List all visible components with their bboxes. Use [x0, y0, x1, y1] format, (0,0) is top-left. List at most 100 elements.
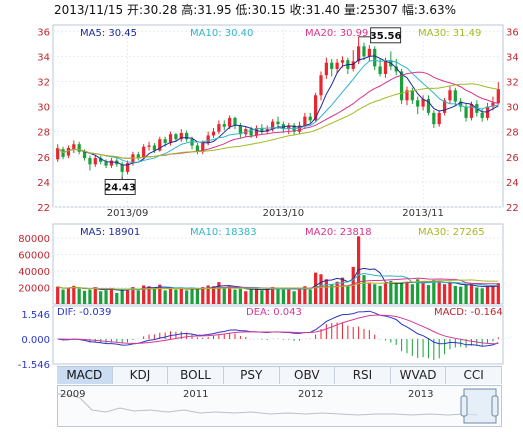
- candle-body: [351, 61, 355, 69]
- volume-bar: [378, 285, 382, 304]
- volume-bar: [314, 272, 318, 304]
- volume-bar: [324, 279, 328, 304]
- volume-bar: [254, 287, 259, 304]
- tab-cci[interactable]: CCI: [446, 367, 502, 384]
- tab-obv[interactable]: OBV: [280, 367, 336, 384]
- candle-body: [324, 62, 328, 76]
- scroller-window[interactable]: [463, 388, 497, 424]
- volume-bar: [249, 289, 253, 304]
- volume-bar: [82, 290, 87, 304]
- volume-bar: [464, 285, 468, 304]
- candle-body: [185, 132, 189, 140]
- candle-body: [362, 46, 366, 57]
- candle-body: [453, 90, 457, 102]
- volume-bar: [437, 282, 441, 304]
- volume-bar: [469, 284, 474, 304]
- candle-body: [437, 112, 441, 125]
- tab-macd[interactable]: MACD: [57, 367, 113, 384]
- overview-line: [58, 393, 479, 416]
- volume-bar: [125, 289, 130, 304]
- candle-body: [77, 144, 81, 152]
- macd-tick: 0.000: [21, 335, 50, 346]
- tab-wvad[interactable]: WVAD: [391, 367, 447, 384]
- volume-bar: [394, 282, 398, 304]
- candle-body: [287, 125, 291, 130]
- scroller-year-2011: 2011: [183, 389, 208, 400]
- scroller-handle-left[interactable]: [460, 395, 468, 417]
- date-axis: 2013/09 2013/10 2013/11: [107, 208, 444, 219]
- price-tick-left: 28: [37, 128, 50, 139]
- ma30-label: MA30: 31.49: [418, 28, 481, 39]
- tab-psy[interactable]: PSY: [224, 367, 280, 384]
- header-quote: 2013/11/15 开:30.28 高:31.95 低:30.15 收:31.…: [54, 2, 456, 17]
- candle-body: [426, 99, 431, 113]
- volume-bar: [99, 291, 103, 304]
- volume-bar: [276, 288, 280, 304]
- volume-bar: [158, 284, 162, 304]
- candle-body: [410, 90, 414, 101]
- price-tick-right: 26: [506, 153, 519, 164]
- candle-body: [125, 163, 130, 172]
- candle-body: [131, 154, 135, 164]
- candle-body: [448, 90, 452, 101]
- candle-body: [356, 46, 361, 62]
- candle-body: [233, 117, 237, 126]
- volume-bar: [120, 288, 124, 304]
- volume-bar: [201, 287, 205, 304]
- volume-bar: [265, 288, 269, 304]
- volume-bar: [340, 277, 345, 304]
- price-tick-left: 34: [37, 52, 50, 63]
- candle-body: [179, 132, 183, 140]
- low-value: 24.43: [104, 182, 136, 193]
- volume-bar: [303, 286, 307, 304]
- moving-average-lines: [57, 55, 499, 166]
- volume-bar: [459, 286, 463, 304]
- price-tick-right: 36: [506, 27, 519, 38]
- candle-body: [308, 116, 312, 121]
- candle-body: [104, 161, 108, 166]
- volume-bar: [389, 280, 393, 304]
- tab-kdj[interactable]: KDJ: [113, 367, 169, 384]
- volume-bar: [281, 289, 285, 304]
- candle-body: [405, 90, 409, 101]
- candle-body: [195, 145, 200, 152]
- candle-body: [421, 99, 425, 107]
- tab-boll[interactable]: BOLL: [168, 367, 224, 384]
- candle-body: [168, 134, 173, 143]
- volume-bar: [442, 284, 447, 304]
- volume-bar: [142, 285, 146, 304]
- volume-bar: [330, 284, 334, 304]
- volume-bar: [77, 288, 81, 304]
- volume-bar: [475, 287, 479, 304]
- volume-bar: [61, 289, 65, 304]
- time-range-scroller[interactable]: 2009 2011 2012 2013: [57, 385, 502, 427]
- candle-body: [147, 145, 151, 147]
- volume-bar: [405, 281, 409, 304]
- volume-tick: 80000: [18, 234, 50, 245]
- volume-bar: [496, 283, 500, 304]
- candle-body: [399, 71, 404, 101]
- volume-bar: [185, 290, 189, 304]
- scroller-handle-right[interactable]: [491, 395, 499, 417]
- volume-bar: [190, 288, 194, 304]
- candle-body: [367, 48, 371, 57]
- high-value: 35.56: [370, 31, 402, 42]
- volume-bar: [480, 288, 484, 304]
- volume-bar: [163, 290, 167, 304]
- tab-rsi[interactable]: RSI: [335, 367, 391, 384]
- candle-body: [496, 89, 500, 104]
- ma10-line: [57, 59, 499, 163]
- ma20-label: MA20: 30.99: [305, 28, 368, 39]
- price-tick-right: 34: [506, 52, 519, 63]
- candle-body: [206, 135, 210, 143]
- scroller-year-2013: 2013: [408, 389, 433, 400]
- volume-tick: 60000: [18, 251, 50, 262]
- candle-body: [158, 139, 162, 151]
- volume-bar: [179, 287, 183, 304]
- ma5-line: [57, 55, 499, 166]
- candle-body: [120, 164, 124, 172]
- macd-lines: [57, 310, 499, 347]
- volume-bar: [308, 289, 312, 304]
- candle-body: [152, 145, 157, 151]
- candle-body: [222, 124, 226, 127]
